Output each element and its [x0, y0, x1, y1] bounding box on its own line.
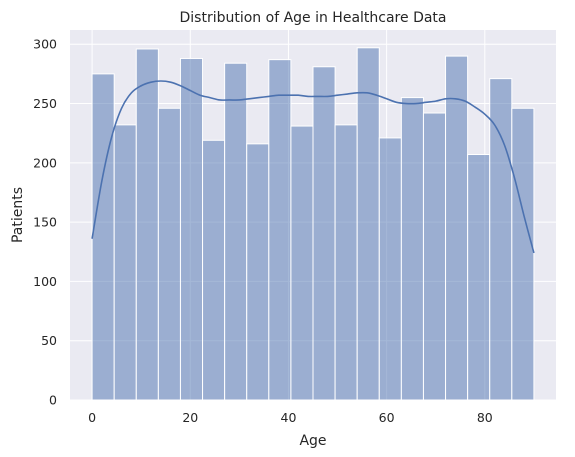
y-tick-label: 100 — [33, 274, 57, 289]
x-tick-label: 40 — [281, 410, 297, 425]
histogram-bar — [334, 124, 358, 401]
y-tick-label: 250 — [33, 96, 57, 111]
histogram-bar — [290, 125, 314, 401]
tick-labels: 0 20 40 60 80 0 50 100 150 200 250 300 — [33, 37, 493, 425]
histogram-bar — [445, 55, 469, 401]
histogram-bar — [422, 112, 447, 401]
histogram-bar — [378, 137, 402, 401]
x-tick-label: 80 — [477, 410, 493, 425]
x-tick-label: 20 — [182, 410, 198, 425]
histogram-bar — [511, 107, 535, 401]
y-tick-label: 150 — [33, 215, 57, 230]
histogram-bar — [356, 47, 380, 401]
histogram-bar — [246, 143, 270, 401]
x-tick-label: 0 — [88, 410, 96, 425]
x-axis-label: Age — [299, 433, 326, 449]
x-tick-label: 60 — [379, 410, 395, 425]
bars — [91, 47, 535, 401]
y-tick-label: 50 — [41, 333, 57, 348]
y-tick-label: 300 — [33, 37, 57, 52]
histogram-bar — [268, 59, 292, 401]
kde-line — [91, 80, 535, 254]
y-tick-label: 200 — [33, 155, 57, 170]
histogram-bar — [467, 154, 491, 401]
histogram-bar — [400, 97, 424, 401]
histogram-bar — [312, 66, 336, 401]
histogram-bar — [113, 124, 137, 401]
histogram-bar — [202, 139, 226, 401]
chart-title: Distribution of Age in Healthcare Data — [180, 10, 447, 26]
histogram-bar — [489, 78, 513, 401]
histogram-bar — [135, 48, 159, 401]
histogram-bar — [224, 62, 248, 401]
histogram-bar — [91, 73, 115, 401]
y-tick-label: 0 — [49, 393, 57, 408]
histogram-bar — [179, 57, 204, 401]
y-axis-label: Patients — [10, 187, 26, 243]
histogram-bar — [157, 107, 181, 401]
